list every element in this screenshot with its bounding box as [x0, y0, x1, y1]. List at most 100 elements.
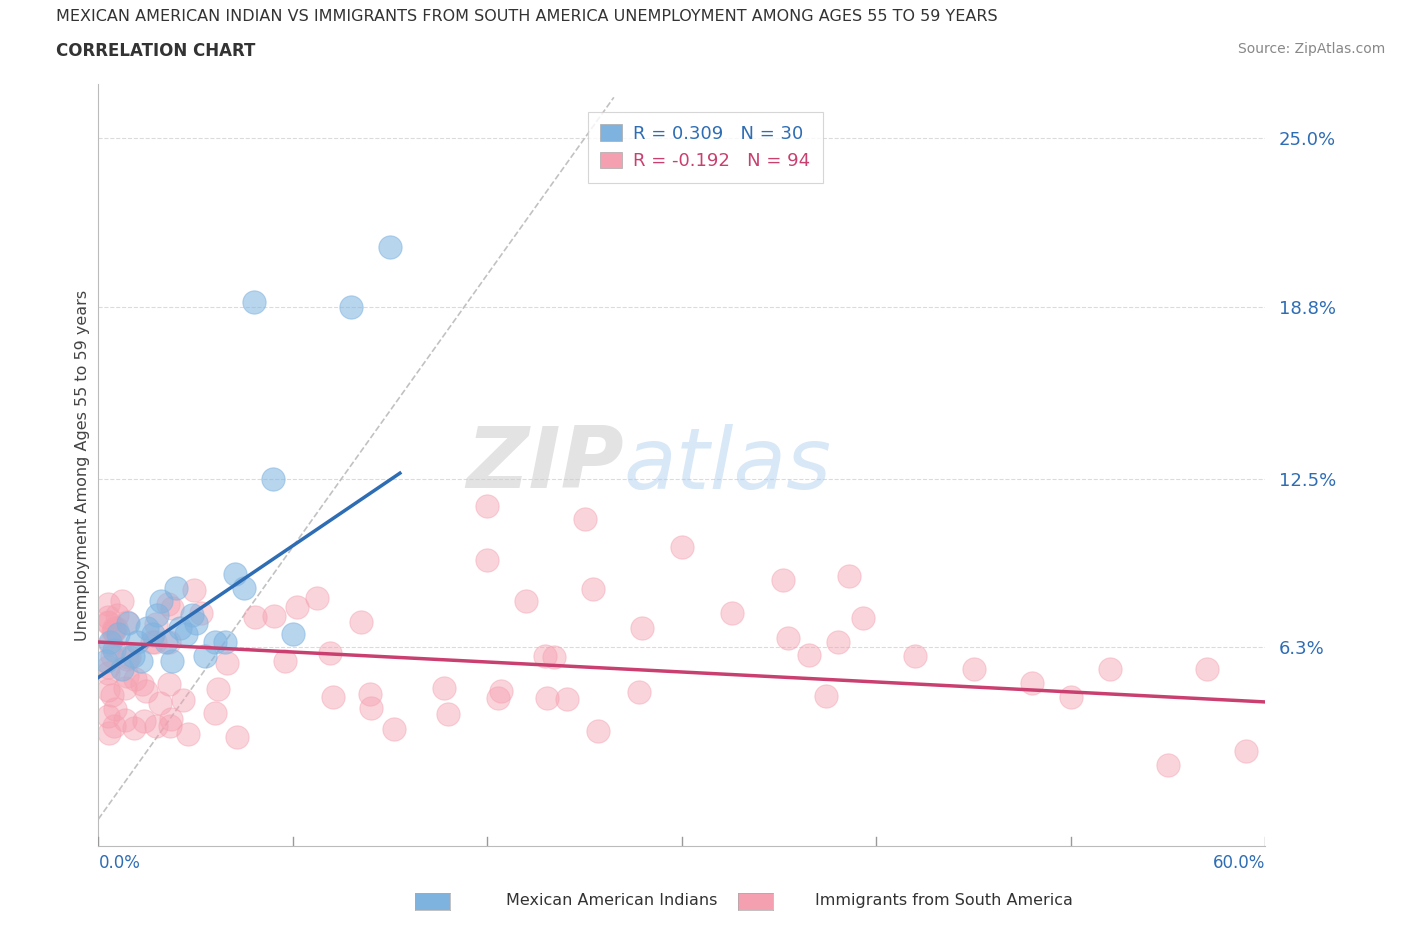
Point [143, 634, 166, 649]
Point [262, 472, 284, 486]
Point [305, 591, 328, 605]
Point [1195, 662, 1218, 677]
Point [838, 569, 860, 584]
Point [1157, 757, 1180, 772]
Point [159, 719, 181, 734]
Point [157, 597, 180, 612]
Text: CORRELATION CHART: CORRELATION CHART [56, 42, 256, 60]
Point [340, 299, 363, 314]
Point [142, 627, 165, 642]
Point [103, 643, 125, 658]
Point [574, 512, 596, 527]
Point [103, 624, 125, 639]
Point [486, 691, 509, 706]
Point [380, 240, 402, 255]
Point [105, 608, 128, 623]
Y-axis label: Unemployment Among Ages 55 to 59 years: Unemployment Among Ages 55 to 59 years [75, 289, 90, 641]
Point [582, 581, 605, 596]
Point [437, 706, 460, 721]
Point [1234, 744, 1257, 759]
Point [165, 580, 187, 595]
Point [243, 610, 266, 625]
Point [115, 615, 138, 630]
Point [98, 636, 121, 651]
Point [350, 615, 373, 630]
Point [515, 593, 537, 608]
Point [149, 593, 172, 608]
Point [1060, 689, 1083, 704]
Point [97, 666, 120, 681]
Point [797, 648, 820, 663]
Point [190, 605, 212, 620]
Point [172, 693, 194, 708]
Point [586, 724, 609, 738]
Point [103, 620, 125, 635]
Point [631, 620, 654, 635]
Point [183, 582, 205, 597]
Point [814, 689, 837, 704]
Point [111, 594, 134, 609]
Text: 60.0%: 60.0% [1213, 855, 1265, 872]
Point [194, 648, 217, 663]
Point [97, 614, 120, 629]
Point [1098, 662, 1121, 677]
Point [536, 690, 558, 705]
Point [224, 566, 246, 581]
Point [115, 652, 138, 667]
Point [207, 681, 229, 696]
Point [155, 634, 177, 649]
Point [97, 596, 120, 611]
Text: atlas: atlas [624, 423, 831, 507]
Point [157, 635, 180, 650]
Point [124, 671, 146, 686]
Point [104, 620, 127, 635]
Point [117, 669, 139, 684]
Point [204, 706, 226, 721]
Point [627, 684, 650, 699]
Point [555, 691, 578, 706]
Point [477, 552, 499, 567]
Point [97, 609, 120, 624]
Point [184, 616, 207, 631]
Point [1021, 675, 1043, 690]
Point [319, 645, 342, 660]
Point [103, 718, 125, 733]
Point [721, 605, 744, 620]
Point [118, 649, 141, 664]
Text: MEXICAN AMERICAN INDIAN VS IMMIGRANTS FROM SOUTH AMERICA UNEMPLOYMENT AMONG AGES: MEXICAN AMERICAN INDIAN VS IMMIGRANTS FR… [56, 9, 998, 24]
Point [136, 621, 159, 636]
Point [97, 616, 120, 631]
Point [160, 601, 183, 616]
Point [226, 729, 249, 744]
Point [243, 294, 266, 309]
Point [146, 607, 169, 622]
Point [132, 713, 155, 728]
Point [359, 686, 381, 701]
Point [122, 721, 145, 736]
Point [101, 623, 124, 638]
Point [122, 648, 145, 663]
Point [97, 725, 120, 740]
Text: Immigrants from South America: Immigrants from South America [815, 893, 1073, 908]
Point [233, 580, 256, 595]
Point [100, 688, 122, 703]
Text: 0.0%: 0.0% [98, 855, 141, 872]
Point [100, 648, 122, 663]
Point [114, 681, 136, 696]
Point [285, 599, 308, 614]
Point [107, 627, 129, 642]
Point [852, 611, 875, 626]
Point [204, 634, 226, 649]
Point [159, 676, 181, 691]
Point [97, 709, 120, 724]
Legend: R = 0.309   N = 30, R = -0.192   N = 94: R = 0.309 N = 30, R = -0.192 N = 94 [588, 112, 823, 182]
Text: ZIP: ZIP [465, 423, 624, 507]
Point [111, 662, 134, 677]
Point [904, 648, 927, 663]
Point [263, 609, 285, 624]
Point [180, 607, 202, 622]
Point [145, 719, 167, 734]
Point [360, 700, 382, 715]
Point [177, 726, 200, 741]
Point [97, 683, 120, 698]
